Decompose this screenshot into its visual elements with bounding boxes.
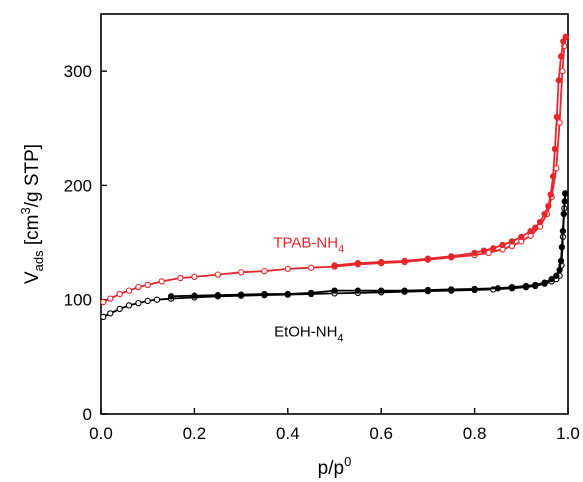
series-1-point xyxy=(307,289,315,297)
series-1-point xyxy=(424,286,432,294)
y-tick-label: 300 xyxy=(64,62,92,81)
series-1-point xyxy=(261,290,268,298)
series-1-point xyxy=(354,287,362,294)
x-axis-title: p/p0 xyxy=(318,454,352,479)
x-axis-ticks: 0.0 0.2 0.4 0.6 0.8 1.0 xyxy=(89,408,580,443)
series-0-point xyxy=(144,281,151,289)
series-0-point xyxy=(107,295,114,302)
series-1-point xyxy=(508,283,516,291)
series-0-point xyxy=(331,262,338,269)
series-1-point xyxy=(378,287,385,294)
series-0-point xyxy=(536,218,544,226)
series-1-point xyxy=(532,281,539,289)
series-1-point xyxy=(562,190,569,197)
series-0-point xyxy=(557,53,565,60)
series-0-point xyxy=(545,202,552,210)
series-0-point xyxy=(518,233,525,241)
series-1-point xyxy=(553,272,560,279)
series-0-point xyxy=(547,191,554,198)
series-1-point xyxy=(522,282,530,290)
series-1-point xyxy=(541,279,548,286)
series-1-point xyxy=(107,310,114,317)
series-0-point xyxy=(261,267,268,275)
series-label-etoh-nh4: EtOH-NH4 xyxy=(274,324,343,345)
series-0-point xyxy=(499,241,506,249)
series-0-point xyxy=(551,145,559,153)
series-1-point xyxy=(548,275,555,283)
series-1-point xyxy=(471,285,478,293)
series-0-point xyxy=(401,257,408,265)
x-tick-label: 0.8 xyxy=(463,424,487,443)
series-0-point xyxy=(532,224,539,231)
series-1-desorption-line xyxy=(171,193,567,298)
series-0-point xyxy=(158,278,165,285)
plot-border xyxy=(100,13,569,415)
series-0-point xyxy=(116,290,123,298)
series-0-point xyxy=(191,273,198,281)
series-1 xyxy=(100,190,569,321)
series-1-point xyxy=(331,287,338,294)
series-1-point xyxy=(144,297,151,305)
series-0-point xyxy=(100,298,107,306)
series-1-point xyxy=(560,210,567,218)
y-axis-title: Vads [cm3/g STP] xyxy=(18,144,46,284)
series-0-point xyxy=(177,274,184,282)
series-0-point xyxy=(237,269,245,276)
series-0-point xyxy=(378,258,385,266)
series-0-point xyxy=(541,210,548,218)
series-1-point xyxy=(191,292,198,299)
series-0-point xyxy=(448,253,455,260)
series-1-point xyxy=(561,198,568,205)
series-0-adsorption-line xyxy=(102,36,567,303)
series-1-point xyxy=(494,285,502,292)
series-1-point xyxy=(116,305,123,313)
y-tick-label: 200 xyxy=(64,176,92,195)
series-0-point xyxy=(424,255,432,262)
series-1-point xyxy=(556,266,563,274)
series-1-point xyxy=(448,286,455,293)
series-1-point xyxy=(401,287,408,294)
series-0-point xyxy=(214,271,221,278)
series-1-point xyxy=(237,291,245,298)
series-0-point xyxy=(549,173,557,180)
y-axis-ticks: 0 100 200 300 xyxy=(64,62,107,424)
series-0 xyxy=(100,33,569,306)
series-1-point xyxy=(559,227,567,235)
series-1-point xyxy=(153,296,161,303)
x-tick-label: 0.4 xyxy=(276,424,300,443)
series-0-point xyxy=(527,227,534,235)
series-1-point xyxy=(135,299,142,307)
series-0-point xyxy=(284,265,291,273)
series-0-point xyxy=(354,259,362,267)
plot-frame xyxy=(100,13,569,415)
series-1-point xyxy=(125,302,133,309)
series-0-point xyxy=(125,287,133,294)
series-1-point xyxy=(557,257,565,265)
x-tick-label: 0.0 xyxy=(89,424,113,443)
series-0-point xyxy=(553,113,560,121)
series-0-point xyxy=(555,77,562,84)
series-0-point xyxy=(307,264,315,271)
series-1-point xyxy=(100,313,107,321)
series-0-point xyxy=(471,249,478,257)
series-0-point xyxy=(490,245,497,252)
series-label-tpab-nh4: TPAB-NH4 xyxy=(273,235,344,256)
y-tick-label: 100 xyxy=(64,291,92,310)
y-tick-label: 0 xyxy=(83,405,92,424)
x-tick-label: 0.6 xyxy=(369,424,393,443)
x-tick-label: 0.2 xyxy=(183,424,207,443)
series-0-point xyxy=(135,283,142,291)
series-0-point xyxy=(480,247,488,254)
series-layer xyxy=(100,33,569,321)
series-1-point xyxy=(167,293,175,300)
series-1-point xyxy=(558,243,566,251)
series-0-point xyxy=(556,119,563,126)
series-0-point xyxy=(560,38,567,45)
series-1-point xyxy=(284,290,291,298)
series-1-point xyxy=(214,291,221,299)
x-tick-label: 1.0 xyxy=(556,424,580,443)
series-0-point xyxy=(508,238,516,245)
